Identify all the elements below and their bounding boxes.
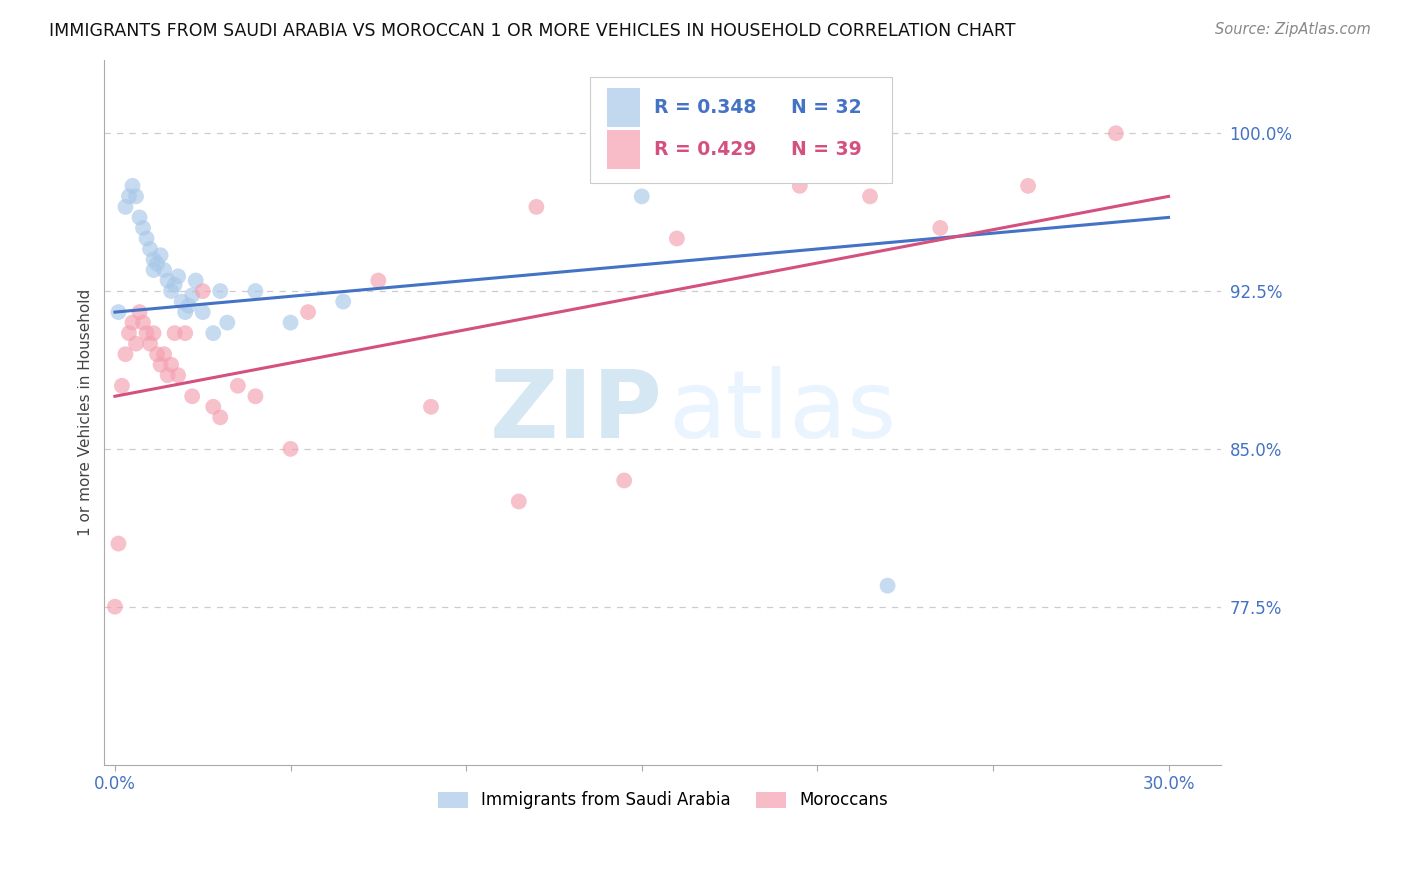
Point xyxy=(367,274,389,288)
Point xyxy=(156,368,179,383)
FancyBboxPatch shape xyxy=(591,78,891,183)
Point xyxy=(245,284,267,298)
Point xyxy=(167,269,190,284)
Point xyxy=(163,277,186,292)
Point xyxy=(859,189,882,203)
Point xyxy=(613,474,636,488)
Point xyxy=(114,347,136,361)
Point xyxy=(297,305,319,319)
Point xyxy=(181,288,204,302)
Point xyxy=(524,200,547,214)
Point xyxy=(139,336,162,351)
Point xyxy=(121,178,143,193)
Point xyxy=(332,294,354,309)
Point xyxy=(142,263,165,277)
Point xyxy=(630,189,652,203)
Point xyxy=(146,257,169,271)
Text: R = 0.348: R = 0.348 xyxy=(654,98,756,117)
Point xyxy=(153,263,176,277)
Point xyxy=(508,494,530,508)
Point xyxy=(107,305,129,319)
Point xyxy=(128,305,150,319)
Point xyxy=(104,599,127,614)
Point xyxy=(202,400,225,414)
Text: ZIP: ZIP xyxy=(489,366,662,458)
Point xyxy=(142,326,165,340)
Point xyxy=(181,389,204,403)
Y-axis label: 1 or more Vehicles in Household: 1 or more Vehicles in Household xyxy=(79,288,93,536)
Point xyxy=(1017,178,1039,193)
Point xyxy=(132,316,155,330)
Text: N = 32: N = 32 xyxy=(792,98,862,117)
Point xyxy=(153,347,176,361)
Point xyxy=(280,442,302,456)
Text: Source: ZipAtlas.com: Source: ZipAtlas.com xyxy=(1215,22,1371,37)
Text: IMMIGRANTS FROM SAUDI ARABIA VS MOROCCAN 1 OR MORE VEHICLES IN HOUSEHOLD CORRELA: IMMIGRANTS FROM SAUDI ARABIA VS MOROCCAN… xyxy=(49,22,1015,40)
Bar xyxy=(607,88,641,127)
Point xyxy=(121,316,143,330)
Point xyxy=(135,231,157,245)
Point xyxy=(160,358,183,372)
Point xyxy=(209,410,232,425)
Point xyxy=(118,326,141,340)
Point xyxy=(174,305,197,319)
Point xyxy=(111,378,134,392)
Point xyxy=(191,305,214,319)
Text: 30.0%: 30.0% xyxy=(1142,775,1195,793)
Text: atlas: atlas xyxy=(668,366,897,458)
Point xyxy=(149,248,172,262)
Point xyxy=(789,178,811,193)
Point xyxy=(135,326,157,340)
Point xyxy=(876,579,898,593)
Point xyxy=(170,294,193,309)
Point xyxy=(209,284,232,298)
Point xyxy=(226,378,249,392)
Text: 0.0%: 0.0% xyxy=(94,775,136,793)
Point xyxy=(156,274,179,288)
Point xyxy=(167,368,190,383)
Point xyxy=(184,274,207,288)
Point xyxy=(132,221,155,235)
Point xyxy=(420,400,443,414)
Point xyxy=(146,347,169,361)
Point xyxy=(149,358,172,372)
Point xyxy=(217,316,239,330)
Text: N = 39: N = 39 xyxy=(792,140,862,160)
Point xyxy=(125,189,148,203)
Point xyxy=(114,200,136,214)
Point xyxy=(139,242,162,256)
Point xyxy=(142,252,165,267)
Point xyxy=(280,316,302,330)
Point xyxy=(202,326,225,340)
Point xyxy=(1105,126,1128,140)
Point xyxy=(174,326,197,340)
Point xyxy=(929,221,952,235)
Point xyxy=(191,284,214,298)
Legend: Immigrants from Saudi Arabia, Moroccans: Immigrants from Saudi Arabia, Moroccans xyxy=(432,785,894,816)
Point xyxy=(118,189,141,203)
Text: R = 0.429: R = 0.429 xyxy=(654,140,756,160)
Point xyxy=(163,326,186,340)
Point xyxy=(160,284,183,298)
Point xyxy=(665,231,688,245)
Point xyxy=(107,536,129,550)
Point xyxy=(245,389,267,403)
Point xyxy=(128,211,150,225)
Bar xyxy=(607,130,641,169)
Point xyxy=(177,299,200,313)
Point xyxy=(125,336,148,351)
